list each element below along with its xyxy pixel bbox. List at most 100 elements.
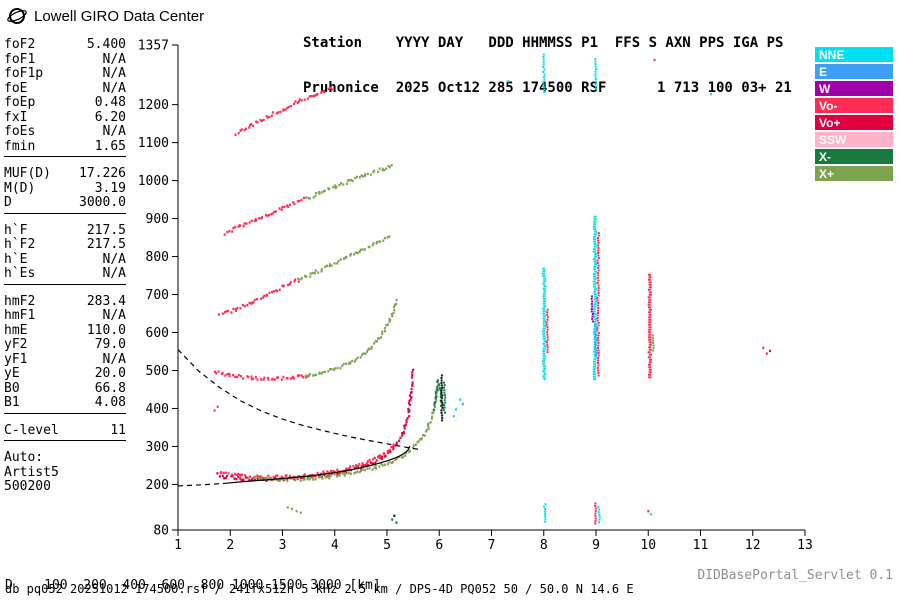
param-row-hme: hmE 110.0 xyxy=(4,322,126,339)
svg-text:2: 2 xyxy=(226,538,234,553)
param-row-clevel: C-level 11 xyxy=(4,423,126,439)
param-label: h`F xyxy=(4,222,28,238)
param-group-divider xyxy=(4,155,126,157)
param-value: 3.19 xyxy=(94,180,126,196)
param-row-fxi: fxI 6.20 xyxy=(4,109,126,126)
param-label: hmE xyxy=(4,322,28,338)
param-label: foF1 xyxy=(4,51,36,67)
svg-text:1100: 1100 xyxy=(138,136,169,151)
param-group-divider xyxy=(4,412,126,414)
giro-logo-icon xyxy=(7,8,27,24)
param-value: 79.0 xyxy=(94,337,126,352)
param-value: N/A xyxy=(102,251,126,267)
svg-text:1200: 1200 xyxy=(138,98,169,113)
svg-text:1357: 1357 xyxy=(138,39,169,54)
station-header-columns: Station YYYY DAY DDD HHMMSS P1 FFS S AXN… xyxy=(303,35,784,51)
legend-item-nne: NNE xyxy=(815,47,893,62)
param-row-hf: h`F 217.5 xyxy=(4,222,126,239)
measurement-file-info: db pq052 20251012 174500.rsf / 241fx512h… xyxy=(5,582,634,596)
svg-text:9: 9 xyxy=(592,538,600,553)
param-value: 5.400 xyxy=(86,37,126,52)
param-group-divider xyxy=(4,439,126,441)
muf-table-distance-row: D 100 200 400 600 800 1000 1500 3000 [km… xyxy=(5,578,381,593)
param-label: foF2 xyxy=(4,37,36,52)
svg-text:6: 6 xyxy=(435,538,443,553)
param-label: fmin xyxy=(4,138,36,154)
legend-item-e: E xyxy=(815,64,893,79)
param-value: 17.226 xyxy=(79,166,126,181)
servlet-version: DIDBasePortal_Servlet 0.1 xyxy=(697,568,893,583)
param-label: D xyxy=(4,195,12,210)
param-row-foes: foEs N/A xyxy=(4,124,126,140)
param-row-fof2: foF2 5.400 xyxy=(4,37,126,53)
param-row-yf2: yF2 79.0 xyxy=(4,337,126,353)
param-label: hmF1 xyxy=(4,308,36,323)
param-label: yF1 xyxy=(4,351,28,367)
legend-item-w: W xyxy=(815,81,893,96)
param-value: N/A xyxy=(102,266,126,281)
muf-table: D 100 200 400 600 800 1000 1500 3000 [km… xyxy=(5,551,389,600)
param-group-divider xyxy=(4,212,126,214)
param-value: N/A xyxy=(102,308,126,323)
param-value: 66.8 xyxy=(94,380,126,396)
svg-text:3: 3 xyxy=(279,538,287,553)
param-value: 217.5 xyxy=(86,237,126,252)
param-row-yf1: yF1 N/A xyxy=(4,351,126,368)
svg-text:800: 800 xyxy=(146,250,169,265)
param-row-hmf1: hmF1 N/A xyxy=(4,308,126,324)
svg-text:1: 1 xyxy=(174,538,182,553)
svg-text:900: 900 xyxy=(146,212,169,227)
param-row-hf2: h`F2 217.5 xyxy=(4,237,126,253)
svg-text:400: 400 xyxy=(146,402,169,417)
autoscaling-info-line: Auto: xyxy=(4,450,44,465)
svg-text:200: 200 xyxy=(146,478,169,493)
svg-text:500: 500 xyxy=(146,364,169,379)
param-label: foEp xyxy=(4,95,36,110)
svg-text:700: 700 xyxy=(146,288,169,303)
param-label: B1 xyxy=(4,395,20,410)
param-label: h`F2 xyxy=(4,237,36,252)
param-row-foe: foE N/A xyxy=(4,80,126,97)
param-value: N/A xyxy=(102,51,126,67)
legend-item-ssw: SSW xyxy=(815,132,893,147)
param-label: foEs xyxy=(4,124,36,139)
svg-text:600: 600 xyxy=(146,326,169,341)
legend-item-vo-: Vo+ xyxy=(815,115,893,130)
param-label: B0 xyxy=(4,380,20,396)
autoscaling-info-line: 500200 xyxy=(4,479,51,494)
param-value: 1.65 xyxy=(94,138,126,154)
param-row-fmin: fmin 1.65 xyxy=(4,138,126,155)
param-label: foE xyxy=(4,80,28,96)
legend-item-x-: X+ xyxy=(815,166,893,181)
svg-text:5: 5 xyxy=(383,538,391,553)
svg-text:7: 7 xyxy=(488,538,496,553)
legend-item-x-: X- xyxy=(815,149,893,164)
param-row-fof1: foF1 N/A xyxy=(4,51,126,68)
param-label: hmF2 xyxy=(4,293,36,309)
param-label: yF2 xyxy=(4,337,28,352)
param-value: N/A xyxy=(102,80,126,96)
svg-text:13: 13 xyxy=(797,538,813,553)
svg-text:11: 11 xyxy=(693,538,709,553)
param-value: 217.5 xyxy=(86,222,126,238)
parameter-panel: foF2 5.400 foF1 N/A foF1p N/A foE N/A foEp 0.48 fx… xyxy=(4,37,126,495)
param-value: 6.20 xyxy=(94,109,126,125)
direction-legend: NNE E W Vo- Vo+ SSW X- X+ xyxy=(815,47,893,183)
brand: Lowell GIRO Data Center xyxy=(6,5,204,27)
param-row-hes: h`Es N/A xyxy=(4,266,126,282)
param-label: M(D) xyxy=(4,180,36,196)
param-value: 0.48 xyxy=(94,95,126,110)
param-label: MUF(D) xyxy=(4,166,51,181)
param-value: 283.4 xyxy=(86,293,126,309)
svg-text:8: 8 xyxy=(540,538,548,553)
brand-title: Lowell GIRO Data Center xyxy=(34,7,205,25)
param-value: 20.0 xyxy=(94,366,126,381)
param-row-b0: B0 66.8 xyxy=(4,380,126,397)
param-group-divider xyxy=(4,283,126,285)
param-value: N/A xyxy=(102,124,126,139)
param-row-mufd: MUF(D) 17.226 xyxy=(4,166,126,182)
param-row-foep: foEp 0.48 xyxy=(4,95,126,111)
param-value: N/A xyxy=(102,66,126,81)
svg-text:80: 80 xyxy=(153,524,169,539)
